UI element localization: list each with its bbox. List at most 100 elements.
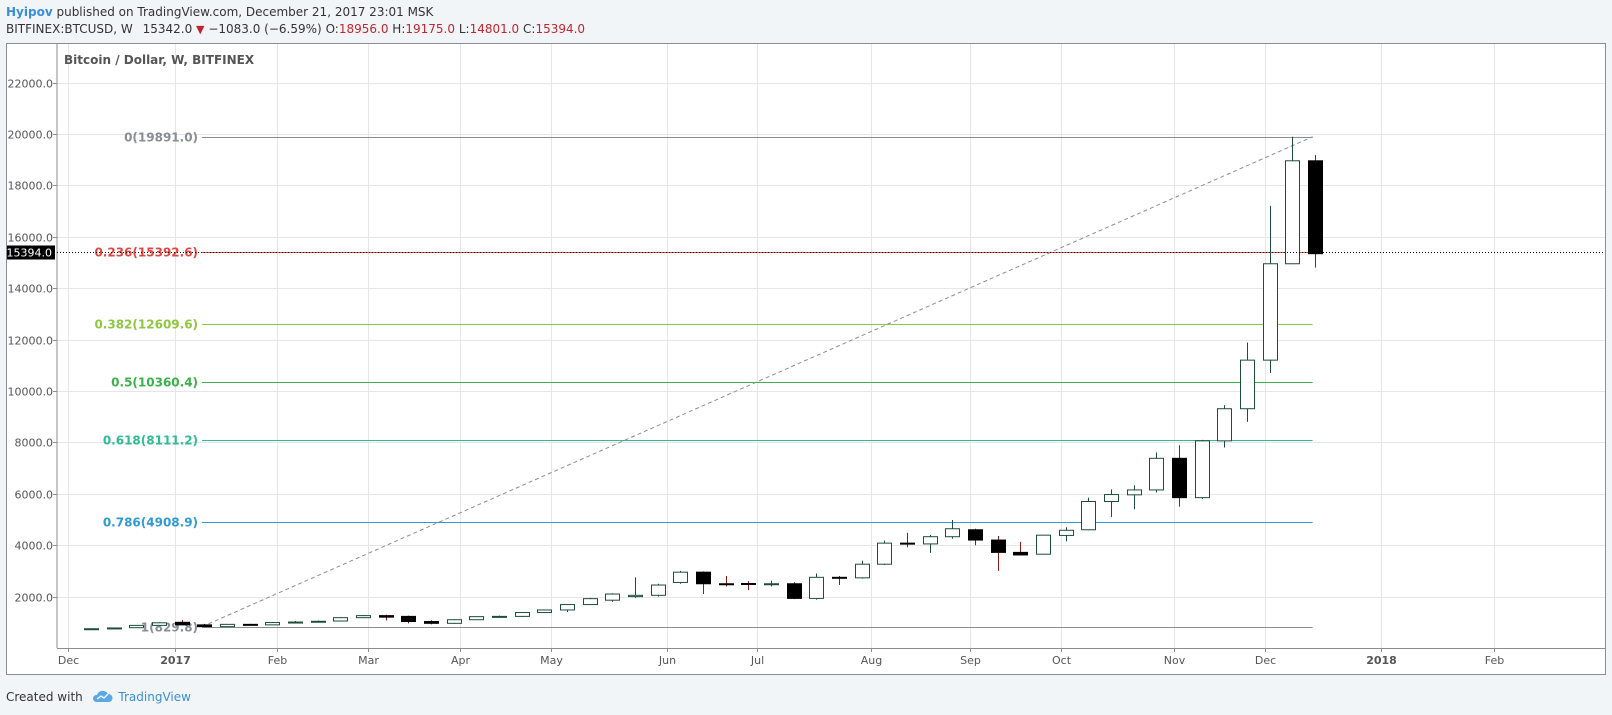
candle-body xyxy=(1149,457,1164,491)
candle-down xyxy=(741,581,756,591)
candle-up xyxy=(288,621,303,624)
open-label: O: xyxy=(325,22,339,36)
candle-body xyxy=(1059,529,1074,536)
grid-layer xyxy=(57,44,1605,648)
candle-body xyxy=(719,583,734,586)
candle-body xyxy=(243,623,258,626)
candle-down xyxy=(991,535,1006,571)
close-label: C: xyxy=(523,22,536,36)
symbol-label: BITFINEX:BTCUSD, W xyxy=(6,22,133,36)
x-tick-label: 2017 xyxy=(160,654,191,667)
candle-up xyxy=(107,627,122,630)
last-price-line: 15394.0 xyxy=(7,245,1605,260)
candle-body xyxy=(1036,534,1051,555)
candle-up xyxy=(651,583,666,597)
candle-up xyxy=(311,620,326,623)
candle-up xyxy=(1127,485,1142,510)
candle-body xyxy=(605,593,620,601)
fib-level-label: 0.236(15392.6) xyxy=(94,246,198,260)
candle-up xyxy=(1104,489,1119,517)
candle-body xyxy=(741,582,756,585)
candle-up xyxy=(1059,527,1074,542)
x-axis: Dec 2017 Feb Mar Apr May Jun Jul Aug Sep Oct Nov Dec… xyxy=(57,648,1605,667)
candle-body xyxy=(968,529,983,541)
candle-down xyxy=(832,576,847,586)
candle-body xyxy=(923,536,938,545)
high-label: H: xyxy=(392,22,406,36)
candle-up xyxy=(537,609,552,614)
candle-down xyxy=(401,615,416,624)
author-link[interactable]: Hyipov xyxy=(6,5,53,19)
candle-up xyxy=(220,623,235,628)
candle-body xyxy=(265,622,280,626)
candle-body xyxy=(288,621,303,624)
candle-body xyxy=(424,621,439,624)
symbol-info-line: BITFINEX:BTCUSD, W 15342.0 ▼ −1083.0 (−6… xyxy=(6,22,585,36)
candle-down xyxy=(379,614,394,621)
x-tick-label: Mar xyxy=(358,654,379,667)
created-with-text: Created with xyxy=(6,690,83,704)
x-tick-label: Dec xyxy=(1255,654,1276,667)
candle-body xyxy=(1127,489,1142,496)
candle-body xyxy=(855,563,870,579)
candle-body xyxy=(809,576,824,599)
candle-body xyxy=(1195,440,1210,499)
footer: Created with TradingView xyxy=(6,689,191,706)
candle-up xyxy=(628,577,643,598)
x-tick-label: Dec xyxy=(58,654,79,667)
x-tick-label: Sep xyxy=(960,654,981,667)
candle-body xyxy=(764,583,779,586)
candle-body xyxy=(401,615,416,623)
tradingview-link[interactable]: TradingView xyxy=(118,690,191,704)
candle-body xyxy=(900,542,915,545)
candle-body xyxy=(333,617,348,622)
candle-up xyxy=(923,534,938,553)
candlestick-chart[interactable]: 2000.0 4000.0 6000.0 8000.0 10000.0 12000.0 14… xyxy=(7,44,1605,674)
y-axis: 2000.0 4000.0 6000.0 8000.0 10000.0 12000.0 14… xyxy=(8,44,58,648)
close-value: 15394.0 xyxy=(535,22,586,36)
last-price-badge xyxy=(7,245,55,260)
high-value: 19175.0 xyxy=(405,22,455,36)
last-price-label: 15394.0 xyxy=(7,247,52,260)
candle-up xyxy=(1036,534,1051,555)
chart-panel[interactable]: 2000.0 4000.0 6000.0 8000.0 10000.0 12000.0 14… xyxy=(6,43,1606,675)
y-tick-label: 20000.0 xyxy=(8,129,54,142)
candle-up xyxy=(333,617,348,622)
candle-body xyxy=(515,612,530,617)
candle-body xyxy=(379,615,394,618)
fib-level-label: 0.5(10360.4) xyxy=(111,376,198,390)
candle-up xyxy=(855,560,870,579)
tradingview-cloud-icon xyxy=(91,689,113,706)
fib-level-label: 0.382(12609.6) xyxy=(94,318,198,332)
candle-body xyxy=(447,619,462,624)
candle-down xyxy=(787,582,802,600)
x-tick-label: Jun xyxy=(658,654,676,667)
x-tick-label: Feb xyxy=(1485,654,1504,667)
candle-up xyxy=(560,604,575,613)
y-tick-label: 8000.0 xyxy=(15,437,54,450)
x-tick-label: Jul xyxy=(750,654,764,667)
candle-body xyxy=(787,583,802,599)
candle-body xyxy=(1013,551,1028,556)
candle-down xyxy=(968,528,983,546)
candle-up xyxy=(515,612,530,617)
fib-level-label: 0(19891.0) xyxy=(124,131,198,145)
chart-title: Bitcoin / Dollar, W, BITFINEX xyxy=(64,53,255,67)
candle-body xyxy=(1285,160,1300,265)
x-tick-label: Aug xyxy=(861,654,882,667)
candle-body xyxy=(537,609,552,614)
x-tick-label: Nov xyxy=(1164,654,1186,667)
low-label: L: xyxy=(458,22,470,36)
candle-up xyxy=(1217,405,1232,448)
candle-up xyxy=(945,520,960,539)
candle-up xyxy=(129,624,144,629)
x-tick-label: Oct xyxy=(1052,654,1072,667)
candle-up xyxy=(356,615,371,619)
candle-down xyxy=(424,620,439,625)
y-tick-label: 6000.0 xyxy=(15,489,54,502)
candle-body xyxy=(628,594,643,598)
candle-up xyxy=(447,619,462,624)
candle-up xyxy=(152,622,167,626)
candle-up xyxy=(84,628,99,631)
candle-body xyxy=(1104,494,1119,502)
